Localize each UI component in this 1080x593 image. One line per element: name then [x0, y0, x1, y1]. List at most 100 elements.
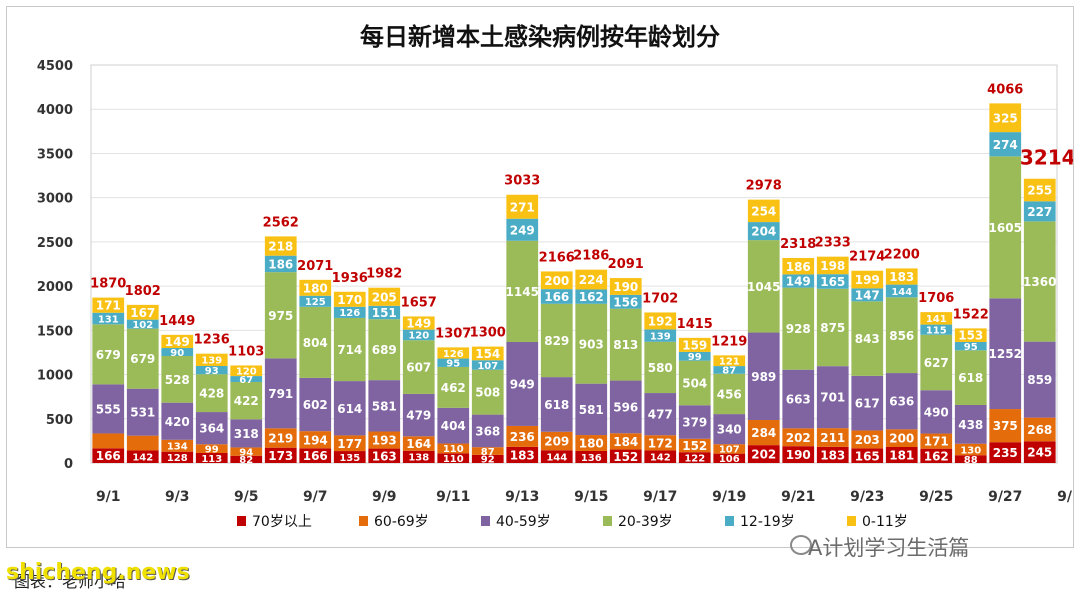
segment-label: 165 — [820, 275, 845, 289]
bar-segment — [333, 381, 366, 436]
segment-label: 110 — [443, 444, 464, 455]
segment-label: 875 — [820, 321, 845, 335]
segment-label: 236 — [510, 430, 535, 444]
bar-segment — [92, 324, 125, 385]
segment-label: 186 — [786, 260, 811, 274]
bar-segment — [954, 341, 987, 351]
bar-segment — [195, 412, 228, 445]
y-tick-label: 2500 — [37, 236, 73, 251]
segment-label: 422 — [234, 394, 259, 408]
legend-swatch — [481, 516, 490, 526]
chart-title: 每日新增本土感染病例按年龄划分 — [360, 23, 720, 51]
bar-segment — [437, 358, 470, 367]
segment-label: 170 — [337, 293, 362, 307]
segment-label: 528 — [165, 373, 190, 387]
bar-segment — [713, 453, 746, 463]
bar-segment — [230, 376, 263, 382]
bar-segment — [920, 324, 953, 335]
legend-swatch — [359, 516, 368, 526]
segment-label: 859 — [1027, 373, 1052, 387]
segment-label: 203 — [855, 433, 880, 447]
bar-segment — [368, 287, 401, 306]
segment-label: 128 — [167, 453, 188, 464]
segment-label: 139 — [650, 331, 671, 342]
bar-segment — [333, 435, 366, 452]
bar-segment — [1023, 221, 1056, 342]
segment-label: 151 — [372, 306, 397, 320]
bar-segment — [609, 294, 642, 309]
total-label: 1300 — [470, 326, 506, 341]
segment-label: 255 — [1027, 184, 1052, 198]
segment-label: 1360 — [1023, 275, 1056, 289]
bar-segment — [402, 436, 435, 451]
bar-segment — [299, 377, 332, 432]
segment-label: 504 — [682, 377, 707, 391]
segment-label: 92 — [481, 455, 495, 466]
segment-label: 679 — [96, 348, 121, 362]
segment-label: 636 — [889, 395, 914, 409]
segment-label: 147 — [855, 288, 880, 302]
segment-label: 190 — [613, 280, 638, 294]
bar-segment — [1023, 201, 1056, 222]
bar-segment — [299, 306, 332, 378]
bar-segment — [333, 306, 366, 318]
segment-label: 194 — [303, 433, 328, 447]
segment-label: 199 — [855, 273, 880, 287]
bar-segment — [230, 365, 263, 377]
bar-segment — [609, 449, 642, 463]
bar-segment — [713, 414, 746, 445]
y-tick-label: 1000 — [37, 369, 73, 384]
segment-label: 102 — [132, 320, 153, 331]
y-tick-label: 0 — [64, 457, 73, 472]
segment-label: 130 — [960, 445, 981, 456]
bar-segment — [437, 443, 470, 454]
segment-label: 714 — [337, 343, 362, 357]
bar-segment — [92, 433, 125, 449]
total-label: 2186 — [573, 249, 609, 264]
segment-label: 949 — [510, 378, 535, 392]
segment-label: 120 — [408, 331, 429, 342]
stacked-bar-chart: 每日新增本土感染病例按年龄划分 0 500 1000 1500 2000 2500 3000 3… — [37, 23, 1073, 530]
bar-segment — [678, 351, 711, 361]
bar-segment — [954, 455, 987, 463]
total-label: 1706 — [918, 291, 954, 306]
segment-label: 183 — [889, 270, 914, 284]
x-tick-label: 9/25 — [919, 489, 953, 505]
bar-segment — [540, 289, 573, 304]
bar-segment — [989, 442, 1022, 463]
total-label: 1219 — [711, 334, 747, 349]
total-label: 1522 — [953, 307, 989, 322]
segment-label: 121 — [719, 357, 740, 368]
bar-segment — [195, 453, 228, 463]
bar-segment — [747, 199, 780, 223]
total-label: 1415 — [677, 317, 713, 332]
segment-label: 125 — [305, 297, 326, 308]
total-label: 1870 — [90, 277, 126, 292]
bar-segment — [644, 435, 677, 451]
x-tick-label: 9/17 — [643, 489, 677, 505]
bar-segment — [885, 446, 918, 463]
segment-label: 172 — [648, 436, 673, 450]
bar-segment — [437, 366, 470, 408]
segment-label: 477 — [648, 408, 673, 422]
wechat-icon — [790, 535, 812, 555]
segment-label: 183 — [820, 448, 845, 462]
bar-segment — [989, 103, 1022, 133]
segment-label: 166 — [303, 449, 328, 463]
bar-segment — [851, 448, 884, 463]
y-tick-label: 500 — [46, 413, 73, 428]
bar-segment — [230, 419, 263, 448]
segment-label: 268 — [1027, 423, 1052, 437]
wechat-watermark: A计划学习生活篇 — [808, 536, 970, 560]
bar-segment — [678, 405, 711, 439]
segment-label: 209 — [544, 435, 569, 449]
bar-segment — [471, 369, 504, 415]
segment-label: 93 — [205, 366, 219, 377]
segment-label: 193 — [372, 434, 397, 448]
segment-label: 602 — [303, 398, 328, 412]
segment-label: 581 — [372, 399, 397, 413]
bar-segment — [747, 445, 780, 463]
segment-label: 192 — [648, 315, 673, 329]
bar-segment — [471, 360, 504, 370]
bar-segment — [437, 453, 470, 463]
